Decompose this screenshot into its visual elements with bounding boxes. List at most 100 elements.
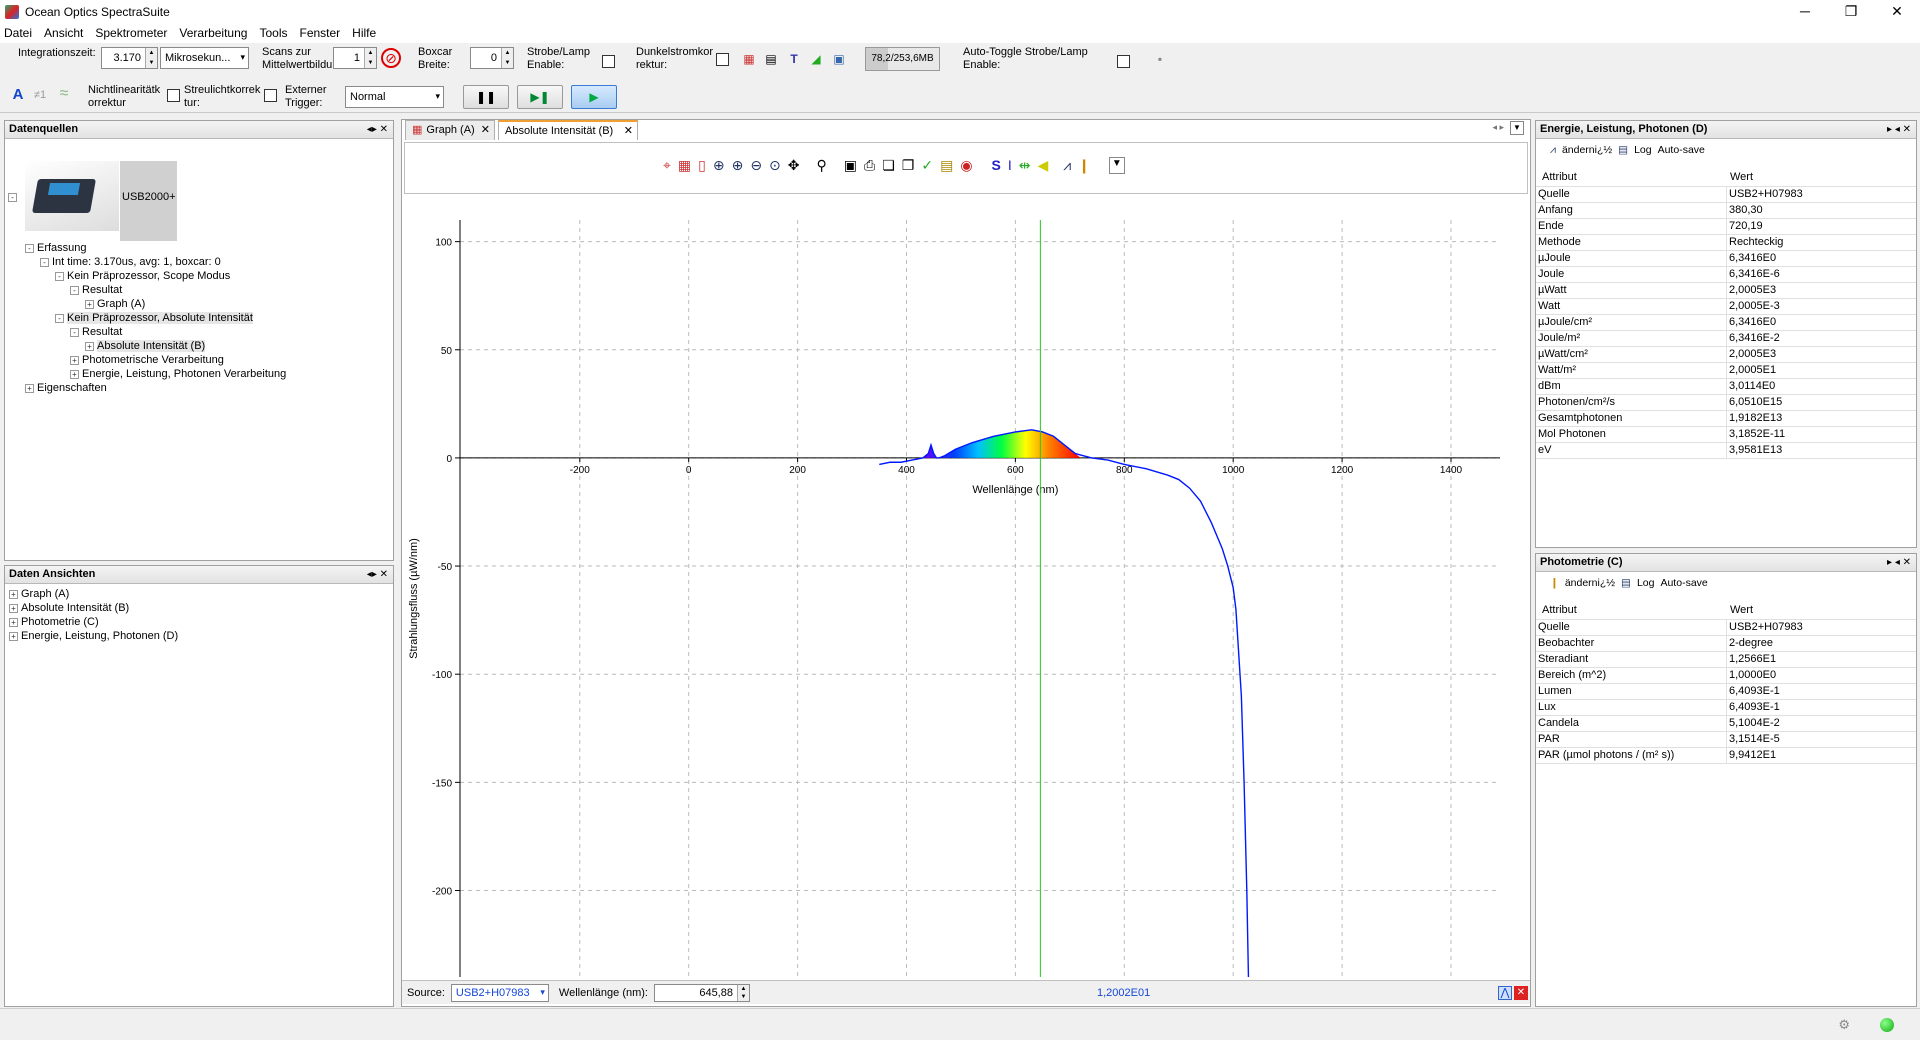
view-item[interactable]: + Graph (A) [9, 588, 69, 601]
menu-tools[interactable]: Tools [259, 26, 287, 40]
stop-icon[interactable]: ⊘ [381, 48, 401, 68]
menu-fenster[interactable]: Fenster [299, 26, 340, 40]
tree-node[interactable]: - Kein Präprozessor, Scope Modus [55, 270, 230, 283]
energy-change-button[interactable]: änderni¿½ [1562, 144, 1612, 156]
value-cell: 2-degree [1726, 636, 1773, 651]
energy-autosave-button[interactable]: Auto-save [1658, 144, 1705, 156]
device-collapse-toggle[interactable]: - [8, 193, 17, 202]
tree-node[interactable]: + Eigenschaften [25, 382, 107, 395]
tree-node[interactable]: - Kein Präprozessor, Absolute Intensität [55, 312, 253, 325]
color-icon[interactable]: ◢ [808, 51, 824, 67]
tree-toggle[interactable]: + [70, 370, 79, 379]
font-icon[interactable]: A [10, 87, 26, 103]
table-row: µJoule/cm² 6,3416E0 [1536, 315, 1916, 331]
clear-icon[interactable]: ✕ [1514, 986, 1528, 1000]
maximize-button[interactable]: ❐ [1828, 0, 1874, 23]
integration-time-input[interactable]: 3.170 ▲ ▼ [101, 47, 158, 69]
stray-light-checkbox[interactable] [264, 89, 277, 102]
device-node[interactable]: USB2000+ [122, 191, 176, 204]
dark-correction-checkbox[interactable] [716, 53, 729, 66]
close-button[interactable]: ✕ [1874, 0, 1920, 23]
photometry-change-button[interactable]: änderni¿½ [1565, 577, 1615, 589]
tree-node[interactable]: + Absolute Intensität (B) [85, 340, 205, 353]
view-item[interactable]: + Energie, Leistung, Photonen (D) [9, 630, 178, 643]
auto-toggle-checkbox[interactable] [1117, 55, 1130, 68]
value-cell: Rechteckig [1726, 235, 1783, 250]
tree-toggle[interactable]: - [70, 328, 79, 337]
minimize-button[interactable]: ─ [1782, 0, 1828, 23]
menu-ansicht[interactable]: Ansicht [44, 26, 83, 40]
y-tick-label: -100 [432, 670, 452, 681]
single-scan-button[interactable]: ▶❚ [517, 85, 563, 109]
nonlinearity-label: Nichtlinearitätk orrektur [88, 84, 160, 110]
tree-toggle[interactable]: - [25, 244, 34, 253]
graph-icon[interactable]: ▦ [741, 51, 757, 67]
peak-find-icon[interactable]: ⋀ [1498, 986, 1512, 1000]
menu-datei[interactable]: Datei [4, 26, 32, 40]
tree-node[interactable]: - Resultat [70, 326, 122, 339]
nonlinearity-checkbox[interactable] [167, 89, 180, 102]
tree-toggle[interactable]: - [70, 286, 79, 295]
view-item[interactable]: + Photometrie (C) [9, 616, 99, 629]
scans-to-average-input[interactable]: 1 ▲ ▼ [333, 47, 377, 69]
x-axis-label: Wellenlänge (nm) [972, 484, 1058, 496]
table-row: Ende 720,19 [1536, 219, 1916, 235]
table-row: Lumen 6,4093E-1 [1536, 684, 1916, 700]
view-item[interactable]: + Absolute Intensität (B) [9, 602, 129, 615]
tree-toggle[interactable]: + [70, 356, 79, 365]
text-icon[interactable]: T [786, 51, 802, 67]
dark-correction-label: Dunkelstromkor rektur: [636, 46, 713, 72]
menu-verarbeitung[interactable]: Verarbeitung [179, 26, 247, 40]
table-row: Steradiant 1,2566E1 [1536, 652, 1916, 668]
integration-time-label: Integrationszeit: [18, 47, 96, 59]
dataviews-header: Daten Ansichten ◂▸ ✕ [5, 566, 393, 584]
menu-hilfe[interactable]: Hilfe [352, 26, 376, 40]
value-cell: 6,3416E0 [1726, 315, 1776, 330]
tree-node[interactable]: - Resultat [70, 284, 122, 297]
tree-node[interactable]: - Int time: 3.170us, avg: 1, boxcar: 0 [40, 256, 221, 269]
table-icon[interactable]: ▤ [763, 51, 779, 67]
strobe-lamp-checkbox[interactable] [602, 55, 615, 68]
tree-node[interactable]: + Energie, Leistung, Photonen Verarbeitun… [70, 368, 286, 381]
tree-node[interactable]: + Graph (A) [85, 298, 145, 311]
tree-toggle[interactable]: + [85, 342, 94, 351]
wave-icon[interactable]: ≈ [56, 86, 72, 102]
spectrum-chart[interactable]: 100 50 0 -50 -100 -150 -200 -200 0 200 400 600 800 10… [402, 120, 1530, 980]
tree-toggle[interactable]: - [40, 258, 49, 267]
gear-icon[interactable]: ⚙ [1838, 1017, 1850, 1033]
tree-node[interactable]: + Photometrische Verarbeitung [70, 354, 224, 367]
attr-cell: Ende [1536, 219, 1564, 234]
panel-controls[interactable]: ▸ ◂ ✕ [1887, 554, 1911, 571]
save-disk-icon[interactable]: ▪ [1152, 51, 1168, 67]
graph-status-bar: Source: USB2+H07983 ▾ Wellenlänge (nm): 6… [402, 980, 1530, 1004]
table-row: Mol Photonen 3,1852E-11 [1536, 427, 1916, 443]
tree-toggle[interactable]: - [55, 272, 64, 281]
photometry-autosave-button[interactable]: Auto-save [1660, 577, 1707, 589]
trigger-mode-select[interactable]: Normal ▾ [345, 86, 444, 108]
boxcar-width-input[interactable]: 0 ▲ ▼ [470, 47, 514, 69]
tree-node[interactable]: - Erfassung [25, 242, 87, 255]
x-tick-label: 1000 [1222, 465, 1245, 476]
image-icon[interactable]: ▣ [831, 51, 847, 67]
tree-toggle[interactable]: + [25, 384, 34, 393]
tree-toggle[interactable]: + [85, 300, 94, 309]
memory-indicator[interactable]: 78,2/253,6MB [865, 47, 940, 71]
panel-controls[interactable]: ◂▸ ✕ [367, 121, 388, 138]
play-button[interactable]: ▶ [571, 85, 617, 109]
panel-controls[interactable]: ▸ ◂ ✕ [1887, 121, 1911, 138]
wavelength-input[interactable]: 645,88 ▲ ▼ [654, 984, 750, 1002]
tree-toggle[interactable]: - [55, 314, 64, 323]
photometry-log-button[interactable]: Log [1637, 577, 1655, 589]
app-icon [5, 5, 19, 19]
panel-controls[interactable]: ◂▸ ✕ [367, 566, 388, 583]
pause-button[interactable]: ❚❚ [463, 85, 509, 109]
menu-spektrometer[interactable]: Spektrometer [95, 26, 167, 40]
not-equal-icon[interactable]: ≠1 [32, 87, 48, 103]
energy-log-button[interactable]: Log [1634, 144, 1652, 156]
attr-cell: Joule/m² [1536, 331, 1580, 346]
integration-unit-select[interactable]: Mikrosekun... ▾ [160, 47, 249, 69]
source-select[interactable]: USB2+H07983 ▾ [451, 984, 549, 1002]
cursor-value: 1,2002E01 [1097, 987, 1150, 999]
col-attribut: Attribut [1540, 169, 1577, 186]
auto-toggle-label: Auto-Toggle Strobe/Lamp Enable: [963, 46, 1088, 72]
